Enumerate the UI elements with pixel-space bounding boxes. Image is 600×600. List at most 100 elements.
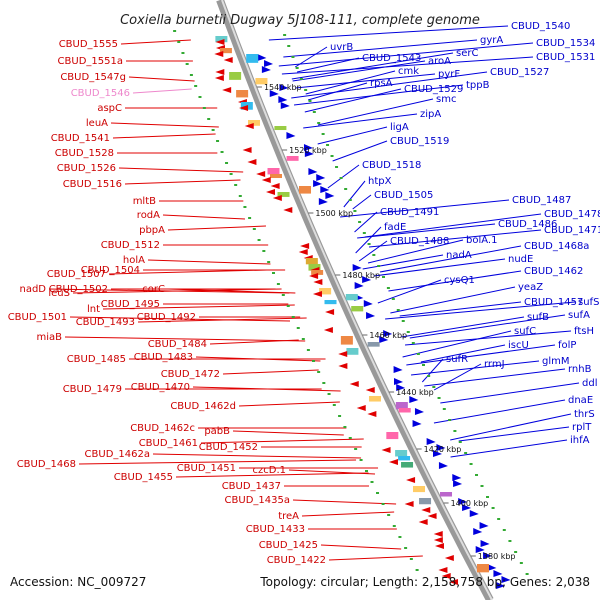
connector-line xyxy=(301,511,395,517)
tick-dot xyxy=(377,265,381,267)
feature-block xyxy=(398,456,411,461)
reverse-gene-arrow xyxy=(396,384,406,391)
forward-gene-arrow xyxy=(433,537,443,543)
reverse-gene-arrow xyxy=(286,132,296,139)
gene-label-left: CBUD_1485 xyxy=(67,354,126,365)
connector-line xyxy=(355,226,382,254)
reverse-gene-arrow xyxy=(469,510,479,517)
tick-dot xyxy=(312,360,315,362)
tick-dot xyxy=(308,100,312,102)
gene-label-left: CBUD_1504 xyxy=(81,265,140,276)
reverse-gene-arrow xyxy=(493,570,503,577)
gene-label-right: bolA.1 xyxy=(466,235,497,246)
backbone-highlight xyxy=(221,0,493,600)
kbp-ticks: 1540 kbp 1520 kbp 1500 kbp 1480 kbp 1460 kbp… xyxy=(256,83,516,561)
reverse-gene-arrow xyxy=(475,546,485,553)
forward-gene-arrow xyxy=(312,291,322,297)
gene-label-left: CBUD_1462c xyxy=(130,423,195,434)
feature-block xyxy=(299,186,312,194)
forward-gene-arrow xyxy=(323,327,333,333)
tick-dot xyxy=(486,496,490,498)
tick-dot xyxy=(327,393,331,395)
forward-gene-arrow xyxy=(265,189,275,195)
gene-label-right: ihfA xyxy=(570,435,590,446)
forward-gene-arrow xyxy=(418,519,428,525)
feature-block xyxy=(286,156,299,161)
reverse-gene-arrow xyxy=(269,90,279,97)
connector-line xyxy=(192,386,341,392)
feature-block xyxy=(246,54,259,63)
gene-label-right: CBUD_1505 xyxy=(374,190,433,201)
reverse-gene-arrow xyxy=(261,66,271,73)
tick-dot xyxy=(202,107,206,109)
tick-dot xyxy=(211,129,215,131)
gene-label-left: CBUD_1462a xyxy=(85,449,150,460)
connector-line xyxy=(332,140,388,162)
genome-backbone xyxy=(216,0,494,600)
gene-label-right: CBUD_1518 xyxy=(362,160,421,171)
tick-dot xyxy=(317,122,321,124)
tick-dot xyxy=(415,569,419,571)
gene-label-left: CBUD_1501 xyxy=(8,312,67,323)
connector-line xyxy=(304,88,402,113)
feature-block xyxy=(236,90,249,98)
connector-line xyxy=(450,413,572,441)
kbp-tick-label: 1520 kbp xyxy=(289,146,327,155)
tick-dot xyxy=(353,210,357,212)
gene-label-left: corC xyxy=(142,284,165,295)
reverse-gene-arrow xyxy=(479,522,489,529)
tick-dot xyxy=(317,371,321,373)
forward-gene-arrow xyxy=(239,105,249,111)
connector-line xyxy=(377,279,442,304)
kbp-tick-label: 1400 kbp xyxy=(451,499,489,508)
reverse-gene-arrow xyxy=(462,504,472,511)
tick-dot xyxy=(185,63,189,65)
gene-label-right: CBUD_1531 xyxy=(536,52,595,63)
forward-gene-arrow xyxy=(244,123,254,129)
tick-dot xyxy=(332,404,336,406)
tick-dots xyxy=(173,30,529,575)
connector-line xyxy=(112,133,216,139)
tick-dot xyxy=(335,166,339,168)
connector-line xyxy=(327,164,360,189)
gene-label-right: smc xyxy=(436,94,456,105)
feature-block xyxy=(476,564,489,573)
feature-block xyxy=(270,174,283,179)
gene-label-right: nudE xyxy=(508,254,533,265)
gene-label-right: tppB xyxy=(466,80,490,91)
gene-label-left: CBUD_1461 xyxy=(139,438,198,449)
gene-label-right: CBUD_1488 xyxy=(390,236,449,247)
tick-dot xyxy=(276,283,280,285)
tick-dot xyxy=(312,111,316,113)
kbp-tick-label: 1480 kbp xyxy=(342,271,380,280)
gene-label-right: sufB xyxy=(527,312,549,323)
gene-label-left: CBUD_1512 xyxy=(101,240,160,251)
connector-line xyxy=(303,113,418,129)
connector-line xyxy=(162,214,245,220)
gene-label-left: rodA xyxy=(137,210,160,221)
reverse-gene-arrow xyxy=(483,552,493,559)
connector-line xyxy=(293,84,464,106)
gene-label-right: CBUD_1540 xyxy=(511,21,570,32)
tick-dot xyxy=(304,89,308,91)
tick-dot xyxy=(267,261,271,263)
gene-label-left: CBUD_1451 xyxy=(177,463,236,474)
gene-label-right: gyrA xyxy=(480,35,503,46)
tick-dot xyxy=(453,430,457,432)
gene-label-right: serC xyxy=(456,48,478,59)
reverse-gene-arrow xyxy=(313,180,323,187)
gene-label-left: CBUD_1422 xyxy=(267,555,326,566)
tick-dot xyxy=(181,52,185,54)
forward-gene-arrow xyxy=(449,579,459,585)
gene-label-right: CBUD_1478 xyxy=(544,209,600,220)
reverse-gene-arrow xyxy=(458,498,468,505)
gene-label-left: CBUD_1516 xyxy=(63,179,122,190)
connector-line xyxy=(128,76,195,82)
connector-line xyxy=(232,430,344,436)
tick-dot xyxy=(502,529,506,531)
gene-label-right: fadE xyxy=(384,222,406,233)
tick-dot xyxy=(392,525,396,527)
tick-dot xyxy=(376,492,380,494)
connector-line xyxy=(404,330,572,346)
